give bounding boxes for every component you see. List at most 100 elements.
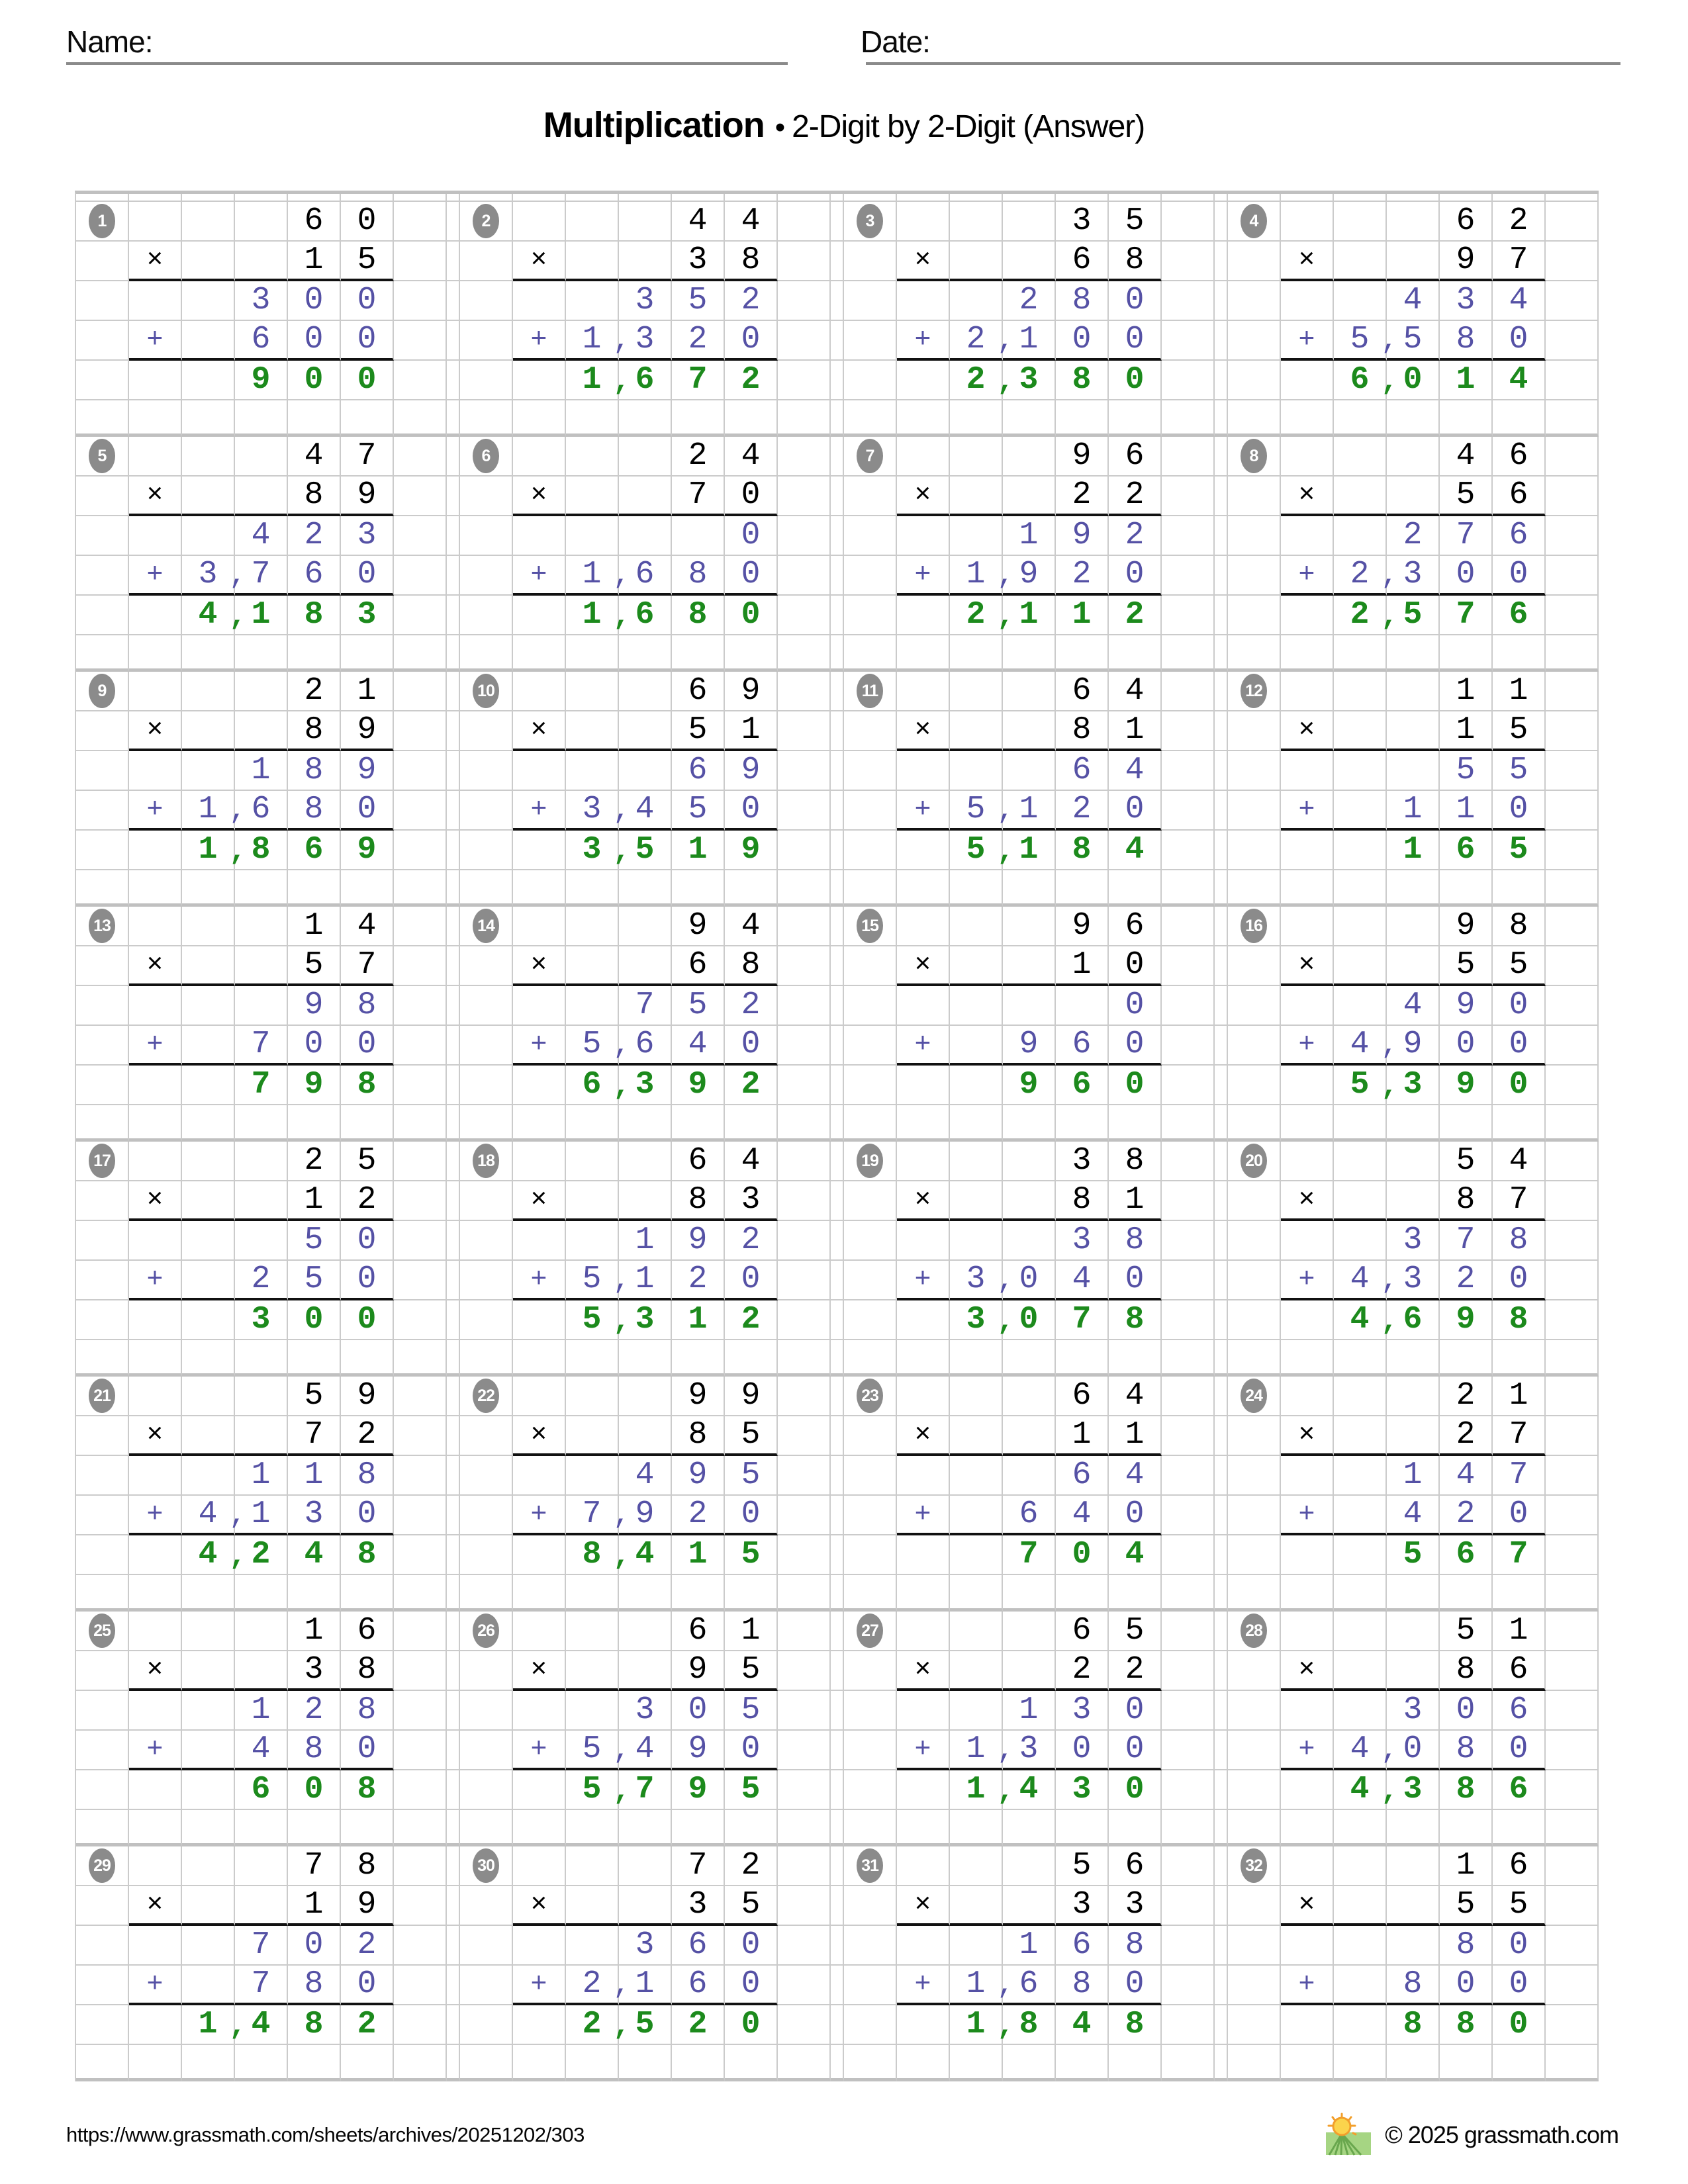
grid-cell <box>566 1416 619 1456</box>
grid-cell <box>182 437 235 477</box>
grid-cell <box>1228 635 1281 672</box>
grid-cell <box>1546 1926 1599 1966</box>
grid-cell <box>1334 672 1387 711</box>
grid-cell <box>394 1575 447 1612</box>
grid-cell <box>460 635 513 672</box>
grid-cell <box>566 1456 619 1496</box>
grid-cell <box>1387 751 1440 791</box>
grid-cell <box>844 831 897 870</box>
digit-cell: 5 <box>1334 321 1387 361</box>
grid-cell <box>1162 281 1215 321</box>
grid-cell <box>1162 1575 1215 1612</box>
digit-cell: ,3 <box>997 361 1056 400</box>
digit-cell: 7 <box>1493 242 1546 281</box>
grid-cell <box>844 1105 897 1142</box>
digit-cell: ,1 <box>997 596 1056 635</box>
name-blank-line <box>66 62 788 65</box>
grid-cell <box>619 1142 672 1181</box>
grid-cell <box>235 870 288 907</box>
grid-cell <box>897 907 950 946</box>
grid-cell <box>1334 1181 1387 1221</box>
digit-cell: 6 <box>1056 1926 1109 1966</box>
digit-cell: 9 <box>1056 907 1109 946</box>
grid-cell <box>447 437 460 477</box>
digit-cell: 3 <box>619 1691 672 1731</box>
grid-cell: 3 <box>844 202 897 242</box>
problem-number-badge: 25 <box>89 1614 115 1648</box>
grid-cell <box>76 946 129 986</box>
digit-cell: 8 <box>1109 1300 1162 1340</box>
grid-cell <box>1215 1377 1228 1416</box>
digit-cell: 5 <box>725 1691 778 1731</box>
grid-cell <box>1003 1181 1056 1221</box>
grid-cell <box>778 1066 831 1105</box>
problem-number-badge: 28 <box>1241 1614 1267 1648</box>
plus-sign: + <box>897 321 950 361</box>
grid-cell <box>341 870 394 907</box>
grid-cell <box>844 1221 897 1261</box>
digit-cell: 5 <box>672 986 725 1026</box>
grid-cell <box>1003 1221 1056 1261</box>
problem-number-badge: 13 <box>89 909 115 943</box>
digit-cell: 1 <box>1056 1416 1109 1456</box>
grid-cell <box>844 1575 897 1612</box>
grid-cell <box>778 1926 831 1966</box>
grid-cell <box>950 986 1003 1026</box>
grid-cell <box>460 1456 513 1496</box>
digit-cell: 4 <box>1493 281 1546 321</box>
grid-cell <box>566 1340 619 1377</box>
grid-cell <box>1334 1926 1387 1966</box>
grid-cell <box>778 1846 831 1886</box>
grid-cell <box>1215 907 1228 946</box>
digit-cell: 9 <box>672 1456 725 1496</box>
digit-cell: 8 <box>672 1181 725 1221</box>
digit-cell: 2 <box>1334 596 1387 635</box>
digit-cell: 3 <box>1056 1691 1109 1731</box>
digit-cell: ,3 <box>997 1731 1056 1770</box>
grid-cell <box>394 1496 447 1535</box>
grid-cell <box>897 1575 950 1612</box>
grid-cell <box>447 1261 460 1300</box>
grid-cell <box>129 437 182 477</box>
digit-cell: 0 <box>341 791 394 831</box>
digit-cell: 0 <box>1109 946 1162 986</box>
plus-sign: + <box>897 1966 950 2005</box>
grid-cell <box>1228 596 1281 635</box>
thousands-comma: , <box>229 600 247 633</box>
grid-cell <box>831 1926 844 1966</box>
problem-number-badge: 6 <box>473 439 499 473</box>
digit-cell: 0 <box>1440 1026 1493 1066</box>
grid-cell <box>778 321 831 361</box>
grid-cell <box>1003 907 1056 946</box>
grid-cell <box>1387 1142 1440 1181</box>
grid-cell <box>1162 907 1215 946</box>
grid-cell <box>1215 751 1228 791</box>
digit-cell: 9 <box>235 361 288 400</box>
grid-cell <box>460 1340 513 1377</box>
grid-cell <box>447 1846 460 1886</box>
thousands-comma: , <box>613 365 631 398</box>
grid-cell <box>844 1926 897 1966</box>
digit-cell: 1 <box>566 596 619 635</box>
thousands-comma: , <box>1381 1264 1399 1297</box>
grid-cell: 12 <box>1228 672 1281 711</box>
grid-cell <box>394 1026 447 1066</box>
digit-cell: ,6 <box>613 556 672 596</box>
digit-cell: 5 <box>566 1026 619 1066</box>
digit-cell: ,1 <box>997 791 1056 831</box>
grid-cell <box>1003 672 1056 711</box>
digit-cell: 4 <box>1440 1456 1493 1496</box>
grid-cell <box>394 437 447 477</box>
grid-cell <box>725 870 778 907</box>
grid-cell <box>513 1810 566 1846</box>
grid-cell <box>1546 791 1599 831</box>
digit-cell: 8 <box>341 1651 394 1691</box>
digit-cell: 3 <box>1056 1142 1109 1181</box>
grid-cell <box>831 1105 844 1142</box>
digit-cell: 8 <box>725 242 778 281</box>
digit-cell: 7 <box>1003 1535 1056 1575</box>
grid-cell <box>1387 946 1440 986</box>
digit-cell: ,4 <box>613 1535 672 1575</box>
digit-cell: 5 <box>566 1731 619 1770</box>
grid-cell <box>394 242 447 281</box>
